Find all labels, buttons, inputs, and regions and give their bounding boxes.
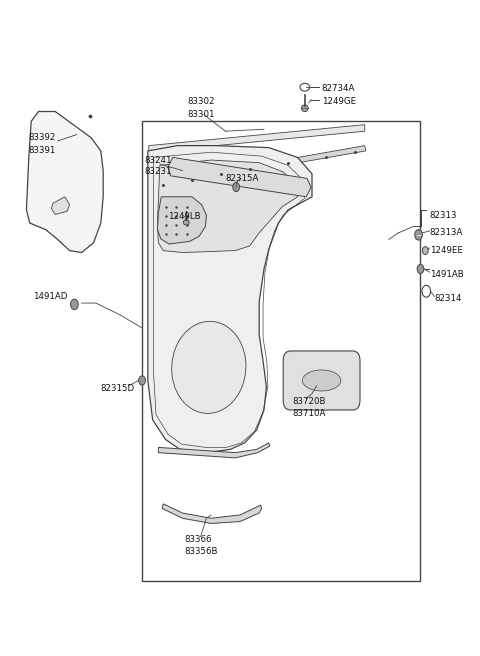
Circle shape xyxy=(422,247,428,255)
Text: 82734A: 82734A xyxy=(322,84,355,93)
Polygon shape xyxy=(149,125,365,152)
Text: 83356B: 83356B xyxy=(185,546,218,556)
Text: 82313A: 82313A xyxy=(430,228,463,237)
Ellipse shape xyxy=(183,220,189,225)
Text: 83710A: 83710A xyxy=(293,409,326,418)
Polygon shape xyxy=(148,146,312,453)
Circle shape xyxy=(422,285,431,297)
Circle shape xyxy=(139,376,145,385)
Text: 83392: 83392 xyxy=(29,133,56,142)
Text: 83302: 83302 xyxy=(187,97,215,106)
Polygon shape xyxy=(149,146,366,189)
Polygon shape xyxy=(158,443,270,458)
Text: 83391: 83391 xyxy=(29,146,56,155)
Ellipse shape xyxy=(302,370,341,391)
Text: 1491AD: 1491AD xyxy=(33,292,67,301)
Ellipse shape xyxy=(301,105,308,112)
Text: 1491AB: 1491AB xyxy=(430,270,463,279)
Polygon shape xyxy=(168,157,311,197)
Ellipse shape xyxy=(300,83,310,91)
Text: 1249LB: 1249LB xyxy=(168,212,201,221)
Text: 83366: 83366 xyxy=(185,535,212,544)
Text: 83301: 83301 xyxy=(187,110,215,119)
Polygon shape xyxy=(51,197,70,215)
Ellipse shape xyxy=(172,321,246,413)
Text: 82314: 82314 xyxy=(434,294,462,303)
Polygon shape xyxy=(157,197,206,244)
Text: 82315D: 82315D xyxy=(101,384,135,393)
Text: 1249EE: 1249EE xyxy=(430,246,462,255)
Text: 82313: 82313 xyxy=(430,211,457,220)
Bar xyxy=(142,121,420,581)
Polygon shape xyxy=(26,112,103,253)
Polygon shape xyxy=(157,160,298,253)
Circle shape xyxy=(417,264,424,274)
Text: 83720B: 83720B xyxy=(293,397,326,406)
FancyBboxPatch shape xyxy=(283,351,360,410)
Polygon shape xyxy=(162,504,262,523)
Text: 83231: 83231 xyxy=(144,167,171,176)
Text: 83241: 83241 xyxy=(144,156,171,165)
Text: 1249GE: 1249GE xyxy=(322,97,356,106)
Circle shape xyxy=(415,230,422,240)
Circle shape xyxy=(71,299,78,310)
Circle shape xyxy=(233,182,240,192)
Text: 82315A: 82315A xyxy=(226,174,259,183)
